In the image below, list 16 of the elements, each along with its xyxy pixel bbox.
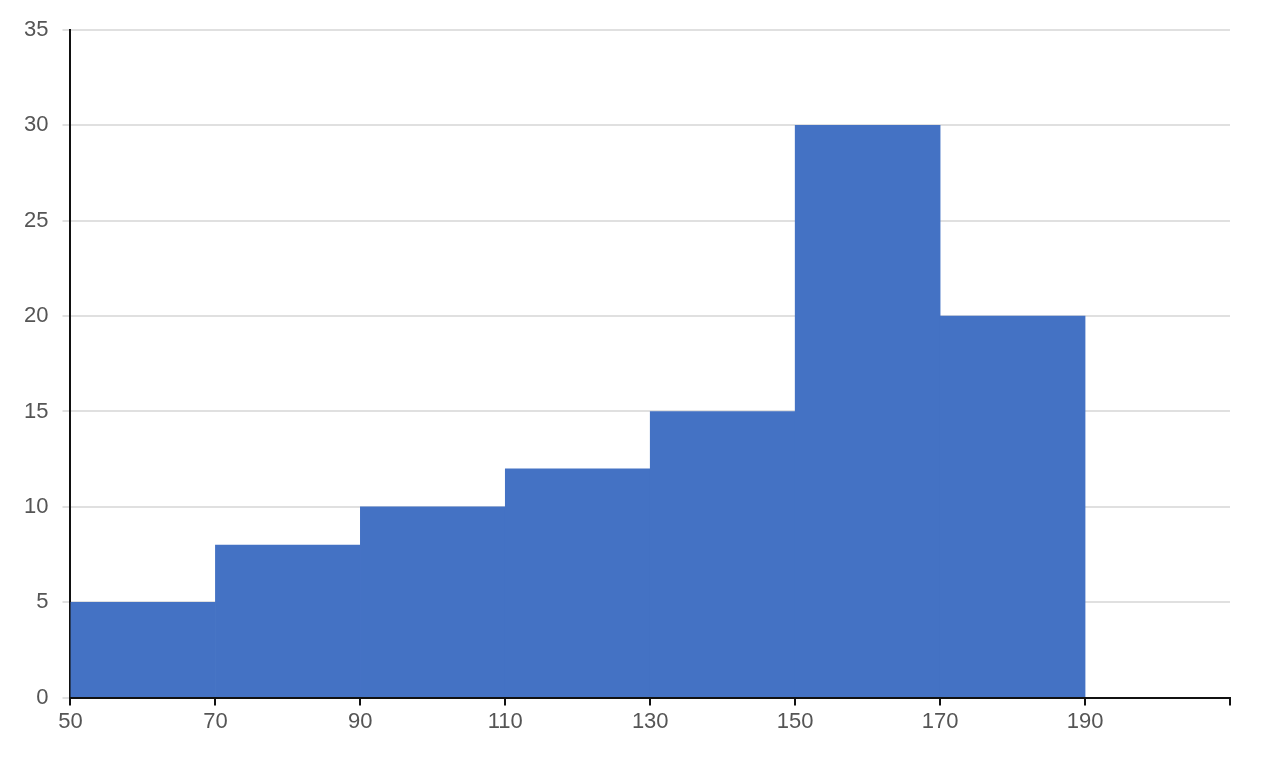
y-tick-label: 25 (23, 206, 49, 232)
y-tick-label: 10 (23, 492, 49, 518)
y-tick-label: 30 (23, 111, 49, 137)
x-tick-label: 50 (58, 707, 83, 733)
y-tick-label: 15 (23, 397, 49, 423)
y-tick-label: 20 (23, 302, 49, 328)
x-tick-label: 150 (776, 707, 814, 733)
x-tick-label: 110 (487, 707, 523, 733)
y-tick-label: 5 (36, 588, 49, 614)
y-tick-label: 0 (36, 683, 49, 709)
x-tick-label: 190 (1066, 707, 1104, 733)
x-tick-label: 130 (631, 707, 669, 733)
x-tick-label: 70 (203, 707, 228, 733)
x-tick-label: 90 (348, 707, 373, 733)
y-tick-label: 35 (23, 16, 49, 42)
x-tick-label: 170 (921, 707, 959, 733)
